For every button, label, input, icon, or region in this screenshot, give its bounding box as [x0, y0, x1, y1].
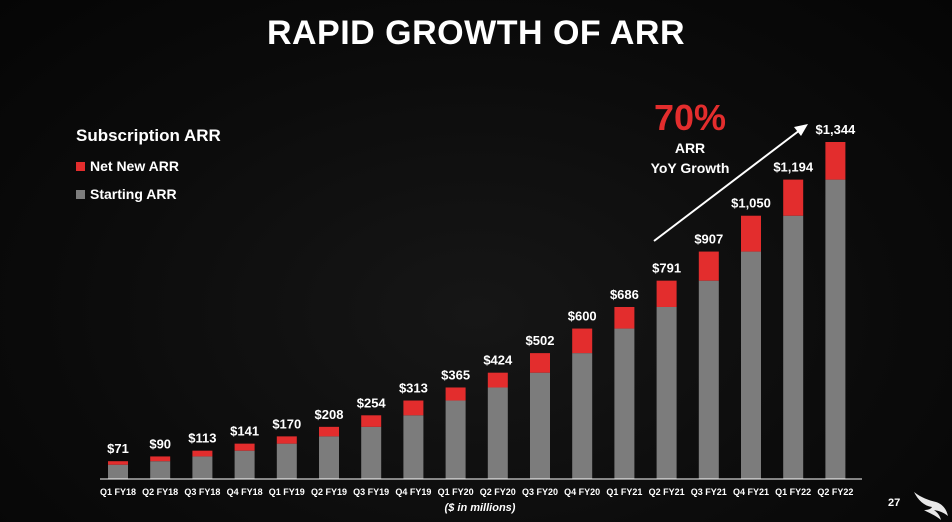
x-tick-label: Q2 FY21 [649, 487, 685, 497]
bar-total-label: $141 [230, 424, 259, 439]
bar-starting-arr [530, 372, 550, 479]
x-tick-label: Q3 FY21 [691, 487, 727, 497]
page-number: 27 [888, 497, 901, 509]
legend: Subscription ARR Net New ARR Starting AR… [76, 126, 221, 208]
x-tick-label: Q4 FY21 [733, 487, 769, 497]
bar-starting-arr [192, 456, 213, 479]
growth-callout: 70% ARR YoY Growth [620, 98, 760, 178]
bar-net-new-arr [361, 415, 382, 427]
bar-starting-arr [150, 461, 171, 479]
bar-starting-arr [572, 353, 593, 479]
x-tick-label: Q3 FY20 [522, 487, 558, 497]
bar-starting-arr [698, 280, 719, 479]
bar-net-new-arr [445, 387, 466, 401]
bar-total-label: $424 [483, 353, 513, 368]
bar-net-new-arr [192, 450, 213, 457]
bar-net-new-arr [530, 353, 550, 373]
x-tick-label: Q4 FY19 [395, 487, 431, 497]
bar-total-label: $600 [568, 309, 597, 324]
unit-note: ($ in millions) [444, 502, 516, 514]
bar-starting-arr [108, 464, 128, 479]
page-title: RAPID GROWTH OF ARR [266, 14, 686, 52]
bar-total-label: $90 [149, 436, 171, 451]
x-tick-label: Q2 FY18 [142, 487, 178, 497]
x-tick-label: Q3 FY19 [353, 487, 389, 497]
bar-starting-arr [487, 387, 508, 479]
bar-starting-arr [361, 426, 382, 479]
bar-starting-arr [614, 328, 635, 479]
bar-net-new-arr [614, 306, 635, 329]
legend-item-net-new: Net New ARR [76, 152, 221, 180]
x-tick-label: Q1 FY19 [269, 487, 305, 497]
bar-total-label: $208 [315, 407, 344, 422]
bar-starting-arr [234, 450, 255, 479]
bar-starting-arr [445, 400, 466, 479]
bar-total-label: $313 [399, 381, 428, 396]
bar-net-new-arr [825, 142, 846, 180]
legend-swatch-net-new [76, 161, 85, 171]
x-tick-label: Q1 FY18 [100, 487, 136, 497]
legend-label-net-new: Net New ARR [90, 158, 179, 174]
bar-starting-arr [276, 443, 297, 479]
x-tick-label: Q4 FY20 [564, 487, 600, 497]
bar-net-new-arr [234, 443, 255, 451]
falcon-logo-icon [914, 492, 948, 520]
legend-label-starting: Starting ARR [90, 186, 177, 202]
bar-total-label: $791 [652, 261, 681, 276]
x-tick-label: Q2 FY20 [480, 487, 516, 497]
bar-total-label: $254 [357, 395, 387, 410]
x-tick-label: Q4 FY18 [227, 487, 263, 497]
x-tick-label: Q1 FY22 [775, 487, 811, 497]
bar-starting-arr [656, 306, 677, 479]
x-tick-label: Q2 FY19 [311, 487, 347, 497]
growth-percent: 70% [653, 97, 727, 138]
growth-label-line2: YoY Growth [650, 160, 730, 176]
bar-total-label: $1,050 [731, 196, 771, 211]
bar-total-label: $1,194 [773, 160, 814, 175]
bar-net-new-arr [487, 372, 508, 388]
bar-net-new-arr [150, 456, 171, 462]
bar-net-new-arr [572, 328, 593, 354]
x-tick-label: Q1 FY21 [606, 487, 642, 497]
bar-starting-arr [403, 415, 424, 479]
bar-starting-arr [783, 215, 804, 479]
bar-net-new-arr [319, 426, 339, 437]
x-tick-label: Q3 FY18 [184, 487, 220, 497]
bar-starting-arr [319, 436, 339, 479]
bars-group: $71 $90 $113 $141 $170 $208 $254 $313 $365 $424 $5… [107, 122, 856, 479]
bar-total-label: $686 [610, 287, 639, 302]
bar-total-label: $907 [694, 232, 723, 247]
bar-starting-arr [741, 251, 761, 479]
bar-total-label: $502 [526, 333, 555, 348]
legend-item-starting: Starting ARR [76, 180, 221, 208]
x-tick-label: Q1 FY20 [438, 487, 474, 497]
bar-net-new-arr [108, 461, 128, 465]
bar-net-new-arr [656, 280, 677, 307]
bar-total-label: $1,344 [816, 122, 857, 137]
bar-total-label: $113 [188, 431, 216, 446]
legend-swatch-starting [76, 189, 85, 199]
bar-net-new-arr [403, 400, 424, 416]
growth-label-line1: ARR [674, 140, 706, 156]
bar-starting-arr [825, 179, 846, 479]
x-tick-label: Q2 FY22 [817, 487, 853, 497]
bar-net-new-arr [276, 436, 297, 444]
bar-net-new-arr [698, 251, 719, 281]
trend-arrow-icon [653, 124, 808, 242]
bar-total-label: $170 [272, 416, 301, 431]
bar-total-label: $71 [107, 441, 129, 456]
legend-title: Subscription ARR [76, 126, 221, 145]
bar-total-label: $365 [441, 367, 470, 382]
bar-net-new-arr [741, 215, 761, 252]
bar-net-new-arr [783, 179, 804, 216]
